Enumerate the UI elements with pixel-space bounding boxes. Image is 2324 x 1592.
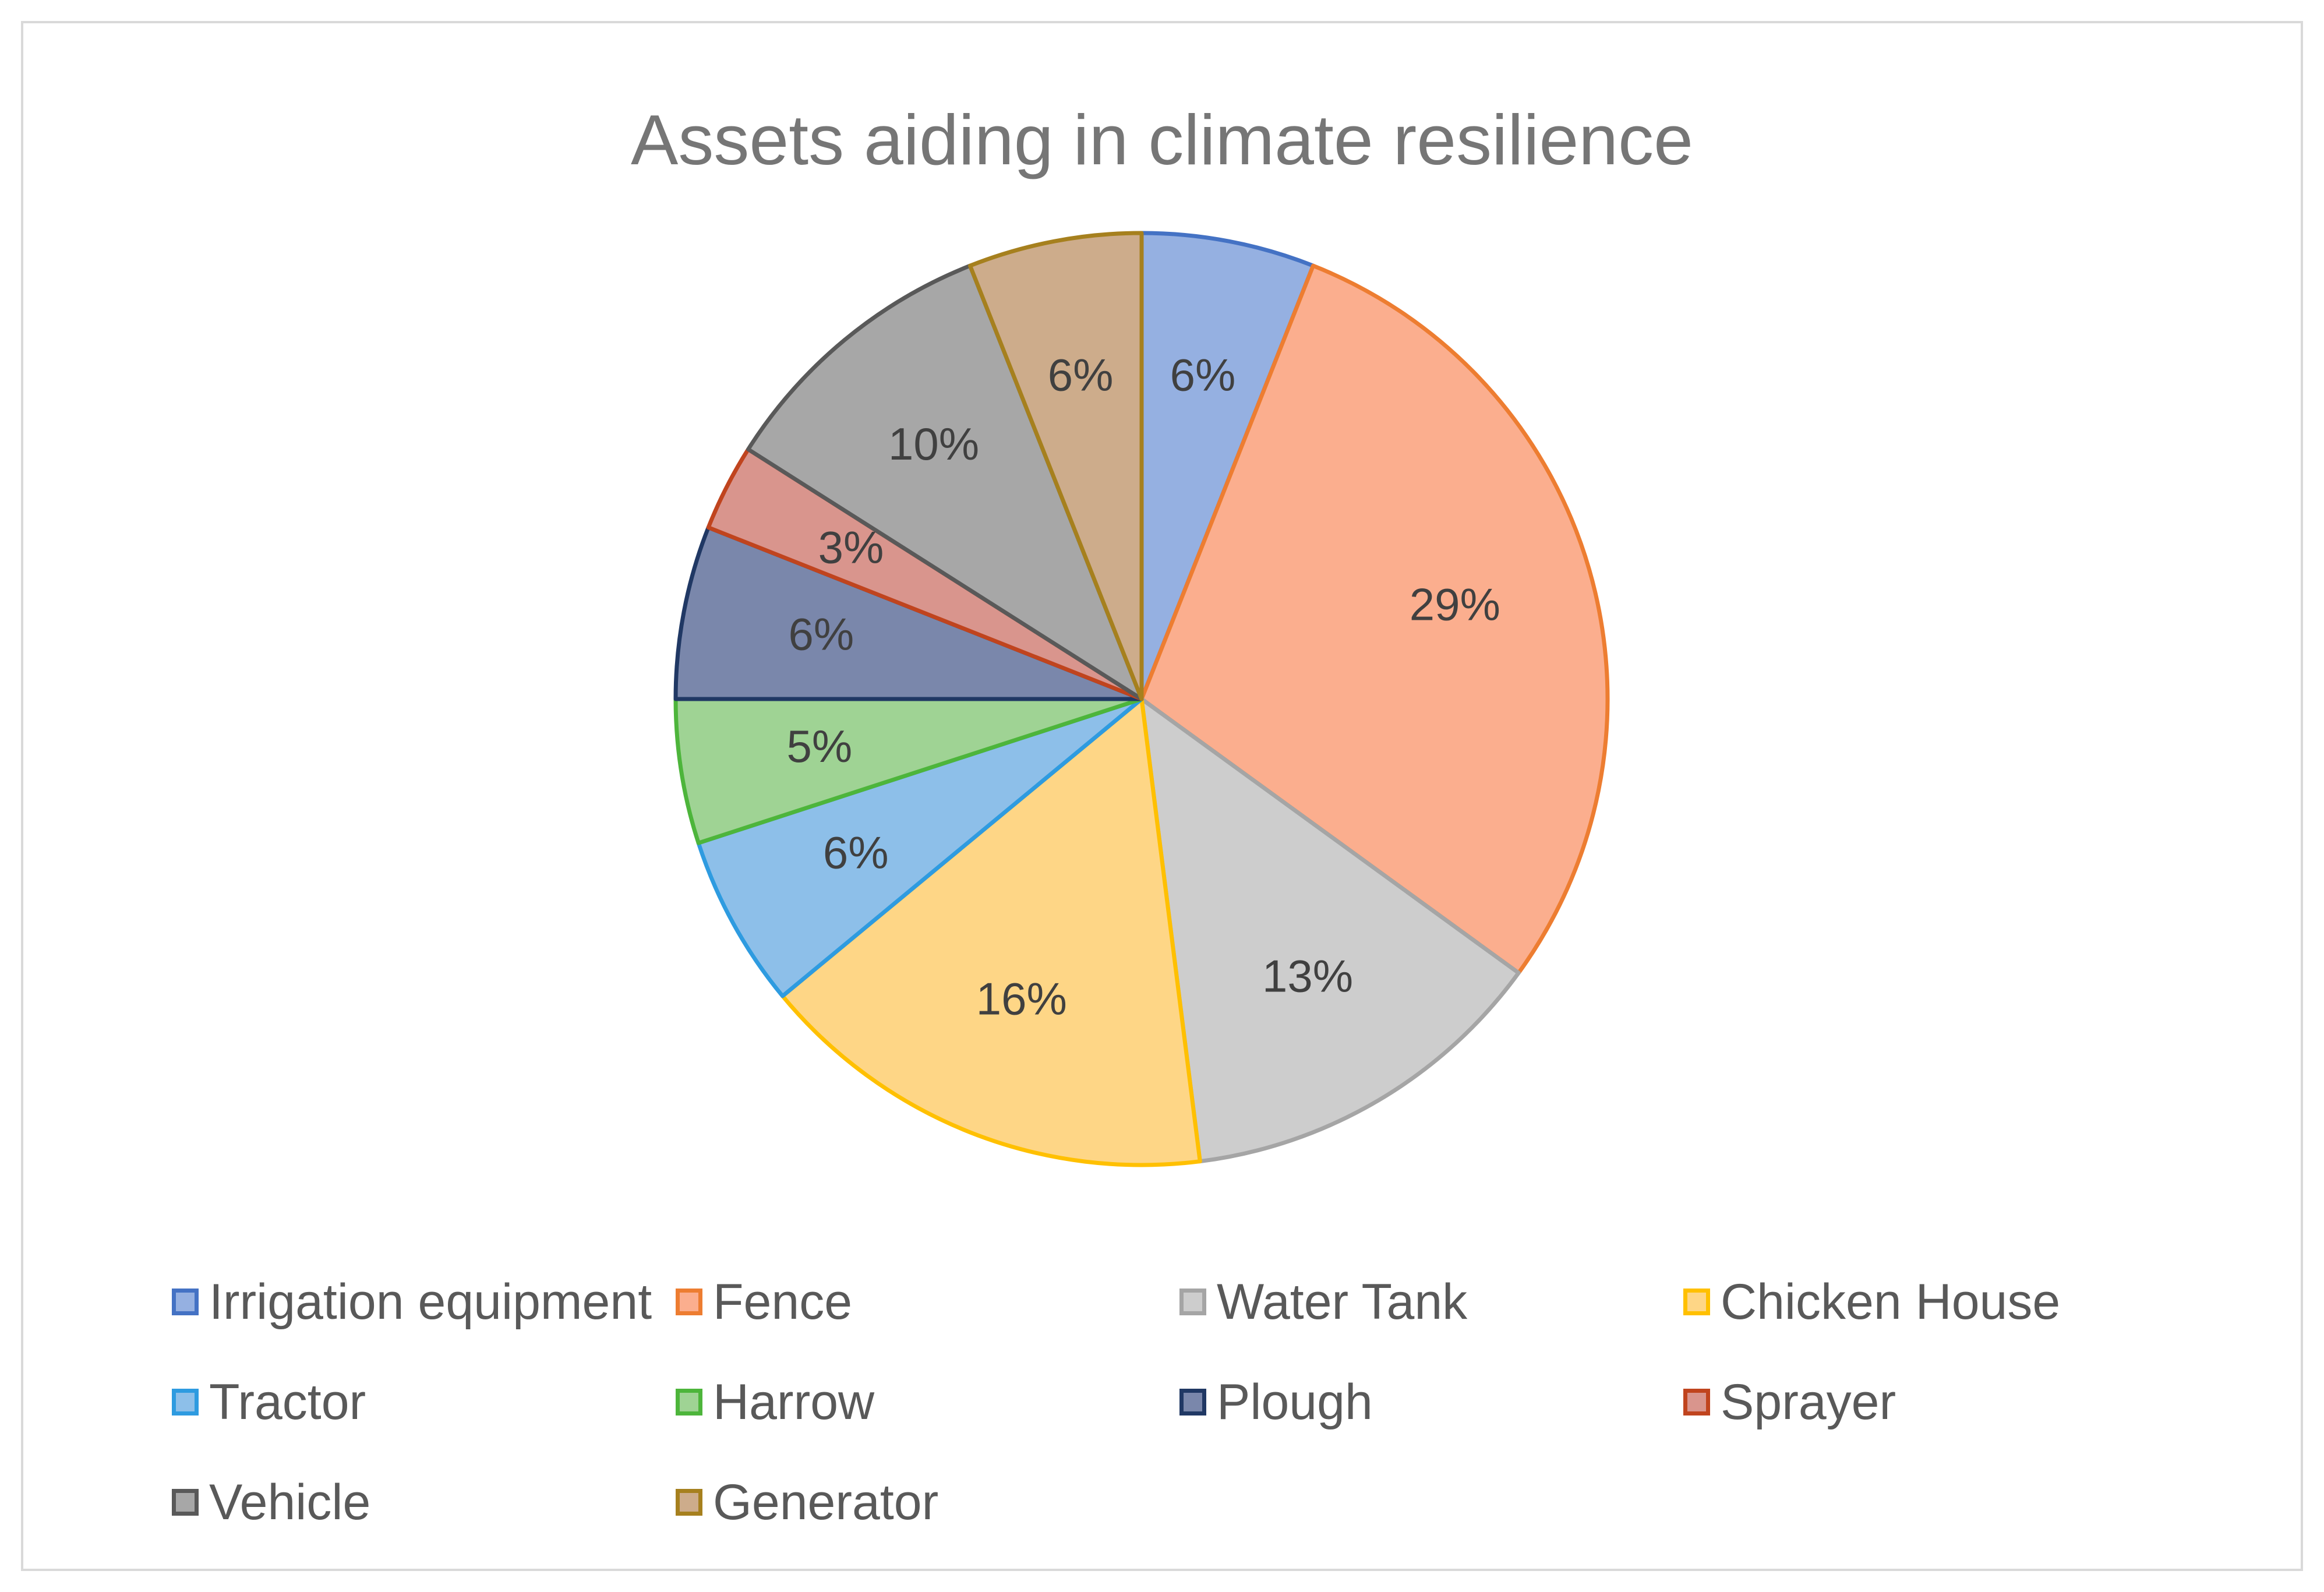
chart-title: Assets aiding in climate resilience bbox=[630, 100, 1694, 179]
pie-data-label: 5% bbox=[787, 721, 853, 772]
legend-swatch bbox=[676, 1489, 702, 1516]
legend-item: Tractor bbox=[172, 1370, 366, 1434]
pie-data-label: 6% bbox=[823, 827, 889, 878]
legend-label: Irrigation equipment bbox=[209, 1273, 652, 1330]
legend-item: Water Tank bbox=[1179, 1270, 1467, 1334]
pie-data-label: 13% bbox=[1262, 951, 1353, 1002]
pie-data-label: 29% bbox=[1410, 578, 1500, 630]
legend-swatch bbox=[676, 1389, 702, 1415]
pie-slice-water-tank bbox=[1139, 697, 1521, 1164]
legend-item: Generator bbox=[676, 1470, 938, 1534]
pie-data-label: 16% bbox=[976, 973, 1067, 1024]
chart-frame: Assets aiding in climate resilience 6% 29… bbox=[21, 21, 2303, 1571]
legend-swatch bbox=[1179, 1289, 1206, 1315]
legend-label: Generator bbox=[713, 1474, 939, 1530]
legend-label: Fence bbox=[713, 1273, 853, 1330]
pie-slice-irrigation-equipment bbox=[1139, 231, 1315, 701]
pie-slice-harrow bbox=[673, 697, 1144, 845]
legend-label: Harrow bbox=[713, 1374, 875, 1430]
legend-swatch bbox=[1179, 1389, 1206, 1415]
legend-item: Chicken House bbox=[1683, 1270, 2060, 1334]
legend-item: Irrigation equipment bbox=[172, 1270, 652, 1334]
legend-swatch bbox=[172, 1289, 199, 1315]
legend-item: Harrow bbox=[676, 1370, 874, 1434]
legend-item: Fence bbox=[676, 1270, 852, 1334]
pie-slice-tractor bbox=[696, 697, 1144, 998]
legend-swatch bbox=[1683, 1389, 1710, 1415]
legend-swatch bbox=[172, 1489, 199, 1516]
pie-slice-plough bbox=[673, 525, 1144, 701]
pie-slice-fence bbox=[1139, 263, 1610, 975]
pie-slice-vehicle bbox=[746, 263, 1144, 701]
legend-label: Tractor bbox=[209, 1374, 366, 1430]
legend-item: Sprayer bbox=[1683, 1370, 1896, 1434]
legend-item: Plough bbox=[1179, 1370, 1373, 1434]
legend-swatch bbox=[172, 1389, 199, 1415]
pie-slice-chicken-house bbox=[780, 697, 1202, 1167]
legend-swatch bbox=[676, 1289, 702, 1315]
pie-slice-generator bbox=[968, 231, 1144, 701]
pie-data-label: 6% bbox=[1048, 350, 1114, 401]
legend-label: Vehicle bbox=[209, 1474, 371, 1530]
legend-label: Water Tank bbox=[1217, 1273, 1468, 1330]
pie-data-label: 3% bbox=[818, 521, 884, 573]
pie-data-label: 10% bbox=[888, 418, 979, 470]
legend-label: Plough bbox=[1217, 1374, 1373, 1430]
pie-data-label: 6% bbox=[1170, 350, 1236, 401]
pie-chart: 6% 29% 13% 16% 6% 5% 6% 3%10% 6% bbox=[673, 231, 1610, 1167]
legend-label: Chicken House bbox=[1721, 1273, 2061, 1330]
pie-data-label: 6% bbox=[789, 609, 854, 660]
legend-item: Vehicle bbox=[172, 1470, 370, 1534]
legend-swatch bbox=[1683, 1289, 1710, 1315]
legend-label: Sprayer bbox=[1721, 1374, 1896, 1430]
